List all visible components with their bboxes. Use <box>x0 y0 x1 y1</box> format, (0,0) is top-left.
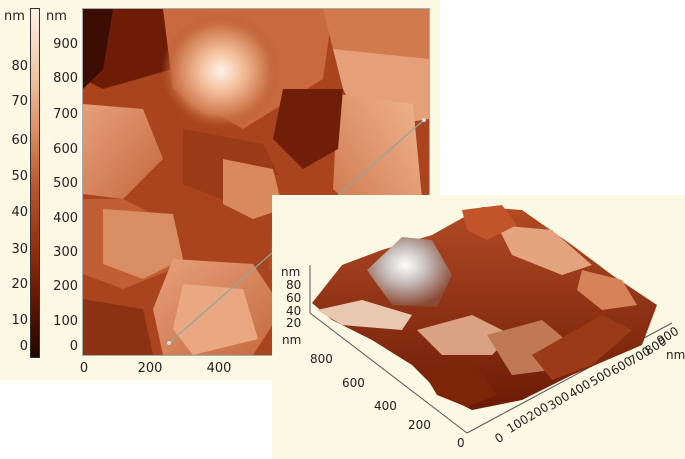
colorbar-tick: 30 <box>2 243 28 257</box>
colorbar-tick: 70 <box>2 95 28 109</box>
colorbar-tick: 50 <box>2 170 28 184</box>
y-axis-tick: 500 <box>40 177 78 191</box>
y-axis-tick: 400 <box>374 399 397 413</box>
colorbar-tick: 10 <box>2 314 28 328</box>
profile-line-end-marker <box>422 118 426 122</box>
afm-3d-surface-plot <box>272 195 685 459</box>
y-axis-tick: 300 <box>40 246 78 260</box>
y-axis-tick: 0 <box>40 340 78 354</box>
colorbar-tick: 20 <box>2 278 28 292</box>
colorbar-tick: 0 <box>2 340 28 354</box>
y-axis-tick: 700 <box>40 108 78 122</box>
grain-peak <box>161 13 281 129</box>
y-axis-tick: 100 <box>40 315 78 329</box>
profile-line-start-marker <box>167 341 171 345</box>
y-axis-tick: 400 <box>40 212 78 226</box>
colorbar-tick: 40 <box>2 206 28 220</box>
y-axis-tick: 800 <box>310 352 333 366</box>
y-axis-tick: 0 <box>457 436 465 450</box>
colorbar-unit-label: nm <box>4 10 25 24</box>
y-axis-tick: 800 <box>40 72 78 86</box>
afm-3d-panel: nm 80 60 40 20 nm 800 600 400 200 0 0 10… <box>272 195 685 459</box>
z-axis-tick: 60 <box>286 291 301 305</box>
height-colorbar <box>30 8 40 358</box>
y-axis-tick: 600 <box>342 376 365 390</box>
y-axis-unit-label: nm <box>46 10 67 24</box>
y-axis-tick: 900 <box>40 38 78 52</box>
x-axis-unit-label: nm <box>666 348 685 362</box>
x-axis-tick: 200 <box>130 362 170 376</box>
x-axis-tick: 400 <box>199 362 239 376</box>
y-axis-unit-label: nm <box>282 333 301 347</box>
colorbar-tick: 80 <box>2 60 28 74</box>
y-axis-tick: 600 <box>40 143 78 157</box>
z-axis-unit-label: nm <box>281 265 300 279</box>
x-axis-tick: 0 <box>64 362 104 376</box>
y-axis-tick: 200 <box>40 280 78 294</box>
z-axis-tick: 80 <box>286 278 301 292</box>
z-axis-tick: 20 <box>286 316 301 330</box>
y-axis-tick: 200 <box>408 418 431 432</box>
colorbar-tick: 60 <box>2 134 28 148</box>
